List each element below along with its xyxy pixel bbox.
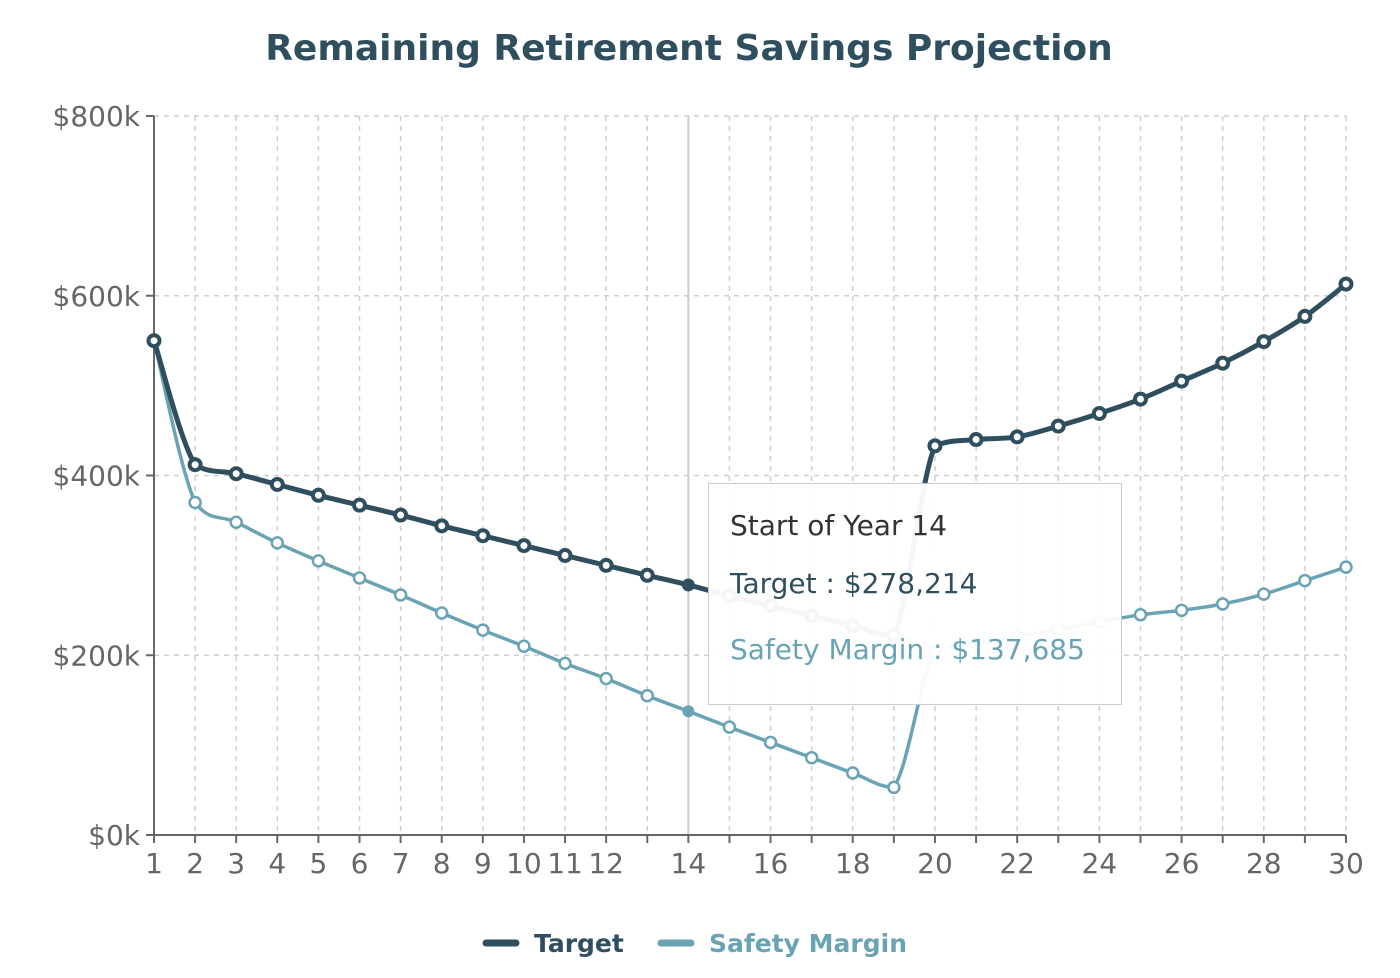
legend-label: Safety Margin	[709, 929, 907, 958]
x-tick-label: 28	[1246, 847, 1282, 880]
data-point[interactable]	[352, 497, 368, 513]
data-point[interactable]	[229, 515, 243, 529]
data-point[interactable]	[434, 518, 450, 534]
tooltip: Start of Year 14 Target : $278,214 Safet…	[708, 483, 1122, 705]
tooltip-safety-margin-value: Safety Margin : $137,685	[730, 633, 1085, 666]
chart-title: Remaining Retirement Savings Projection	[265, 28, 1113, 69]
x-tick-label: 4	[268, 847, 286, 880]
data-point[interactable]	[763, 735, 778, 750]
x-tick-label: 22	[999, 847, 1035, 880]
data-point[interactable]	[1050, 418, 1066, 434]
y-tick-label: $800k	[53, 100, 141, 133]
data-point[interactable]	[640, 688, 654, 703]
data-point[interactable]	[475, 528, 491, 544]
data-point[interactable]	[599, 671, 613, 686]
x-tick-label: 3	[227, 847, 245, 880]
x-tick-label: 18	[835, 847, 871, 880]
x-tick-label: 20	[917, 847, 953, 880]
data-point[interactable]	[927, 438, 943, 454]
data-point-active[interactable]	[681, 578, 695, 592]
tooltip-target-value: Target : $278,214	[730, 567, 978, 600]
y-tick-label: $0k	[88, 819, 141, 852]
data-point[interactable]	[187, 457, 203, 473]
data-point[interactable]	[1298, 573, 1312, 588]
data-point[interactable]	[1174, 603, 1189, 618]
x-tick-label: 12	[588, 847, 624, 880]
x-tick-label: 2	[186, 847, 204, 880]
data-point[interactable]	[558, 656, 572, 671]
x-tick-label: 10	[506, 847, 542, 880]
legend-item-target[interactable]: Target	[482, 929, 624, 958]
data-point[interactable]	[146, 333, 162, 349]
x-tick-label: 30	[1328, 847, 1364, 880]
data-point[interactable]	[639, 567, 655, 583]
data-point[interactable]	[968, 432, 984, 448]
data-point[interactable]	[434, 606, 449, 620]
tooltip-title: Start of Year 14	[730, 509, 947, 542]
data-point[interactable]	[1132, 391, 1148, 407]
x-tick-label: 8	[433, 847, 451, 880]
data-point[interactable]	[1174, 373, 1190, 389]
data-point[interactable]	[269, 476, 285, 492]
data-point[interactable]	[517, 639, 531, 654]
data-point[interactable]	[516, 538, 532, 554]
data-point[interactable]	[270, 536, 285, 550]
y-tick-label: $600k	[53, 280, 141, 313]
x-tick-label: 14	[671, 847, 707, 880]
legend-item-safety-margin[interactable]: Safety Margin	[657, 929, 907, 958]
data-point[interactable]	[352, 571, 367, 585]
legend-label: Target	[534, 929, 624, 958]
y-tick-label: $400k	[53, 460, 141, 493]
data-point[interactable]	[228, 466, 244, 482]
data-point[interactable]	[1256, 334, 1272, 350]
data-point-active[interactable]	[682, 705, 695, 718]
data-point[interactable]	[476, 623, 490, 637]
data-point[interactable]	[393, 507, 409, 523]
data-point[interactable]	[598, 557, 614, 573]
x-tick-label: 5	[309, 847, 327, 880]
x-tick-label: 6	[351, 847, 369, 880]
x-tick-label: 1	[145, 847, 163, 880]
x-tick-label: 16	[753, 847, 789, 880]
data-point[interactable]	[1215, 597, 1230, 611]
data-point[interactable]	[1339, 560, 1353, 574]
data-point[interactable]	[557, 547, 573, 563]
data-point[interactable]	[310, 487, 326, 503]
data-point[interactable]	[1257, 587, 1271, 601]
data-point[interactable]	[311, 554, 326, 568]
x-tick-label: 7	[392, 847, 410, 880]
data-point[interactable]	[1133, 608, 1148, 622]
legend[interactable]: Target Safety Margin	[482, 929, 907, 958]
x-tick-label: 11	[547, 847, 583, 880]
data-point[interactable]	[1215, 355, 1231, 371]
data-point[interactable]	[1091, 405, 1107, 421]
data-point[interactable]	[722, 720, 737, 734]
data-point[interactable]	[393, 588, 408, 602]
data-point[interactable]	[1009, 429, 1025, 445]
grid	[153, 115, 1347, 836]
y-tick-label: $200k	[53, 639, 141, 672]
data-point[interactable]	[887, 780, 901, 795]
x-tick-label: 9	[474, 847, 492, 880]
data-point[interactable]	[1297, 308, 1313, 324]
data-point[interactable]	[188, 495, 202, 510]
data-point[interactable]	[1338, 276, 1354, 292]
data-point[interactable]	[846, 766, 860, 780]
x-tick-label: 26	[1164, 847, 1200, 880]
data-point[interactable]	[804, 750, 819, 765]
x-tick-label: 24	[1082, 847, 1118, 880]
